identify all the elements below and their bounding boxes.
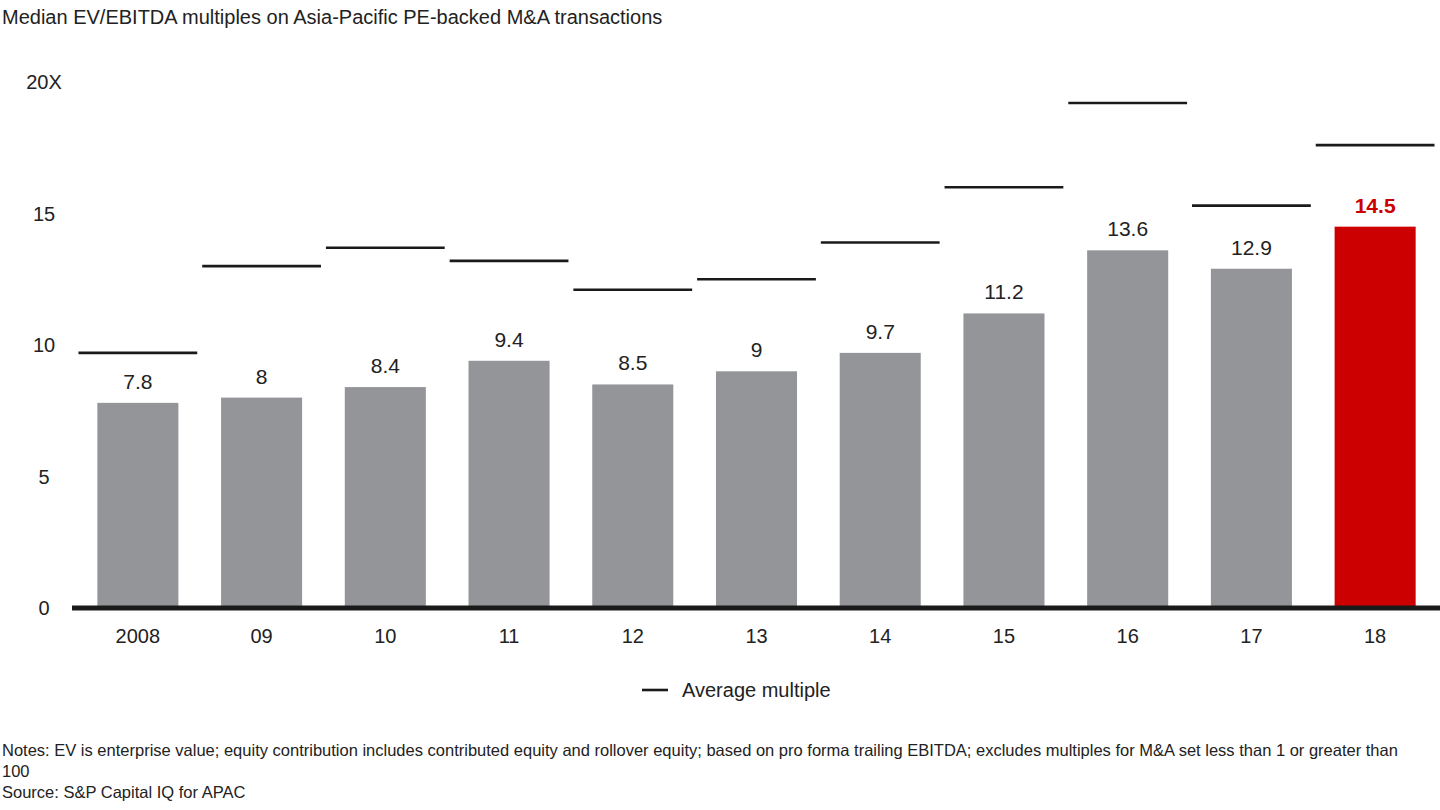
bar bbox=[345, 387, 426, 608]
data-label: 8.5 bbox=[618, 351, 647, 374]
x-tick-label: 16 bbox=[1117, 625, 1139, 647]
chart: Median EV/EBITDA multiples on Asia-Pacif… bbox=[0, 0, 1440, 810]
average-marker bbox=[573, 288, 692, 291]
legend-swatch bbox=[642, 689, 668, 692]
x-tick-label: 18 bbox=[1364, 625, 1386, 647]
source: Source: S&P Capital IQ for APAC bbox=[2, 782, 1427, 803]
x-tick-label: 11 bbox=[499, 625, 520, 647]
bar bbox=[716, 371, 797, 608]
notes: Notes: EV is enterprise value; equity co… bbox=[2, 740, 1427, 782]
data-label: 9.7 bbox=[866, 320, 895, 343]
data-label: 11.2 bbox=[984, 280, 1023, 303]
y-tick-label: 0 bbox=[38, 597, 49, 619]
data-label: 8.4 bbox=[371, 354, 401, 377]
bar bbox=[469, 361, 550, 608]
average-marker bbox=[450, 260, 569, 263]
x-tick-label: 17 bbox=[1240, 625, 1262, 647]
x-tick-label: 12 bbox=[622, 625, 644, 647]
data-label: 8 bbox=[256, 365, 268, 388]
average-marker bbox=[821, 241, 940, 244]
data-label: 12.9 bbox=[1231, 236, 1272, 259]
bar bbox=[1087, 250, 1168, 608]
average-marker bbox=[1316, 144, 1435, 147]
bar bbox=[963, 313, 1044, 608]
average-marker bbox=[697, 278, 816, 281]
y-tick-label: 10 bbox=[33, 334, 55, 356]
x-tick-label: 10 bbox=[374, 625, 396, 647]
data-label: 7.8 bbox=[123, 370, 152, 393]
x-tick-label: 14 bbox=[869, 625, 891, 647]
bar bbox=[1211, 269, 1292, 608]
y-tick-label: 5 bbox=[38, 466, 49, 488]
x-axis bbox=[72, 606, 1440, 611]
bar bbox=[840, 353, 921, 608]
x-tick-label: 15 bbox=[993, 625, 1015, 647]
x-tick-label: 13 bbox=[745, 625, 767, 647]
average-marker bbox=[1192, 204, 1311, 207]
plot-area bbox=[78, 103, 1434, 608]
average-marker bbox=[1068, 102, 1187, 105]
data-label: 14.5 bbox=[1355, 194, 1396, 217]
labels: 7.8 8 8.4 9.4 8.5 9 9.7 11.2 13.6 12.9 14.5 bbox=[123, 194, 1396, 393]
data-label: 13.6 bbox=[1107, 217, 1148, 240]
average-marker bbox=[78, 352, 197, 355]
bar bbox=[592, 384, 673, 608]
average-marker bbox=[202, 265, 321, 268]
x-tick-label: 09 bbox=[250, 625, 272, 647]
data-label: 9.4 bbox=[494, 328, 524, 351]
bar bbox=[97, 403, 178, 608]
x-tick-label: 2008 bbox=[116, 625, 161, 647]
bar bbox=[221, 398, 302, 608]
legend-label: Average multiple bbox=[682, 679, 831, 701]
y-tick-label: 20X bbox=[26, 71, 62, 93]
average-marker bbox=[326, 246, 445, 249]
data-label: 9 bbox=[751, 338, 763, 361]
average-marker bbox=[945, 186, 1064, 189]
bar bbox=[1335, 227, 1416, 608]
title: Median EV/EBITDA multiples on Asia-Pacif… bbox=[2, 6, 662, 28]
y-tick-label: 15 bbox=[33, 203, 55, 225]
